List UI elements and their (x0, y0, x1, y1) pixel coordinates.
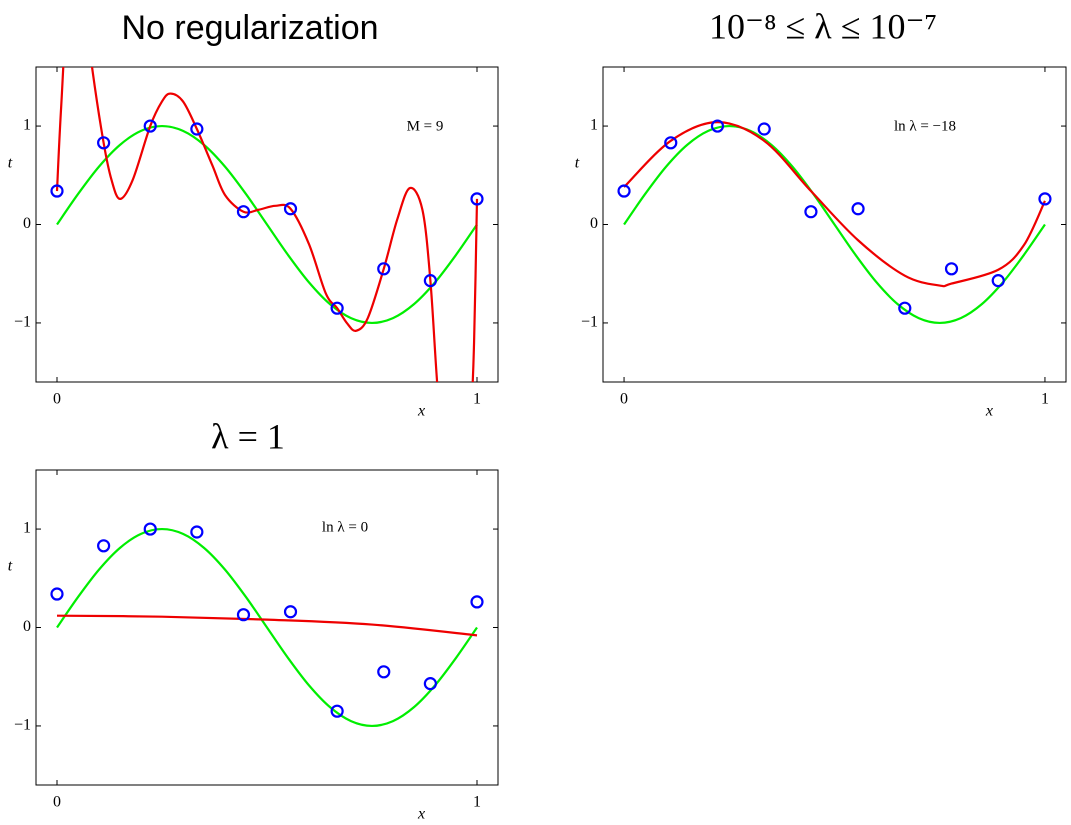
data-point (236, 608, 251, 622)
y-tick-label: 0 (590, 215, 598, 232)
panel: 10⁻⁸ ≤ λ ≤ 10⁻⁷ 0 1 −1 0 1 x t ln λ = −18 (575, 6, 1067, 420)
data-point (664, 136, 678, 150)
fit-curve (56, 124, 478, 325)
y-tick-label: −1 (14, 717, 31, 734)
panel-title: No regularization (121, 9, 378, 47)
y-tick-label: −1 (581, 314, 598, 331)
y-tick-label: 1 (23, 520, 31, 537)
panel: λ = 1 0 1 −1 0 1 x t ln λ = 0 (8, 416, 499, 823)
x-tick-label: 0 (53, 794, 61, 811)
y-tick-label: −1 (14, 314, 31, 331)
data-point (143, 119, 157, 133)
fit-curve (623, 124, 1046, 325)
data-point (1038, 192, 1052, 206)
panel: No regularization 0 1 −1 0 1 x t M = 9 (8, 9, 499, 420)
x-axis-label: x (417, 403, 425, 420)
data-point (470, 595, 484, 609)
data-point (50, 587, 64, 601)
data-point (898, 301, 912, 315)
y-tick-label: 0 (23, 618, 31, 635)
x-tick-label: 1 (473, 391, 481, 408)
x-tick-label: 1 (1041, 391, 1049, 408)
annotation: ln λ = −18 (894, 118, 956, 134)
y-tick-label: 1 (23, 117, 31, 134)
x-tick-label: 0 (53, 391, 61, 408)
data-point (377, 262, 391, 276)
panel-title: 10⁻⁸ ≤ λ ≤ 10⁻⁷ (709, 6, 937, 46)
data-point (50, 184, 64, 198)
y-axis-label: t (575, 155, 580, 172)
data-point (97, 539, 111, 553)
y-axis-label: t (8, 558, 13, 575)
data-point (804, 205, 818, 219)
data-point (470, 192, 484, 206)
fit-curve (55, 67, 479, 382)
annotation: ln λ = 0 (322, 519, 368, 535)
panel-title: λ = 1 (211, 416, 285, 456)
data-point (97, 136, 111, 150)
data-point (944, 262, 959, 276)
y-axis-label: t (8, 155, 13, 172)
data-point (330, 704, 344, 718)
fit-curve (623, 121, 1046, 288)
data-point (377, 665, 391, 679)
fit-curve (56, 614, 478, 637)
data-point (283, 202, 298, 216)
data-point (617, 184, 631, 198)
data-point (190, 122, 204, 136)
data-point (283, 605, 298, 619)
x-axis-label: x (985, 403, 993, 420)
y-tick-label: 0 (23, 215, 31, 232)
data-point (236, 205, 251, 219)
fit-curve (56, 527, 478, 728)
data-point (710, 119, 725, 133)
data-point (851, 202, 865, 216)
x-tick-label: 0 (620, 391, 628, 408)
data-point (190, 525, 204, 539)
data-point (757, 122, 771, 136)
data-point (991, 274, 1005, 288)
data-point (423, 274, 437, 288)
data-point (143, 522, 157, 536)
data-point (330, 301, 344, 315)
data-point (423, 677, 437, 691)
annotation: M = 9 (407, 118, 444, 134)
x-axis-label: x (417, 806, 425, 823)
y-tick-label: 1 (590, 117, 598, 134)
x-tick-label: 1 (473, 794, 481, 811)
